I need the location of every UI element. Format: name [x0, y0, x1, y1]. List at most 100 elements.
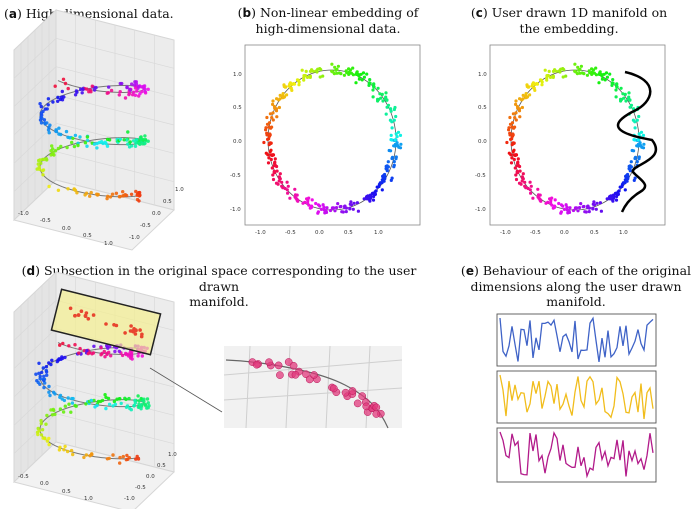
data-point: [63, 444, 67, 449]
embedding-point: [282, 84, 286, 89]
data-point: [71, 396, 75, 401]
embedding-point: [361, 71, 366, 75]
embedding-point: [302, 78, 306, 82]
tick-label: 0.0: [152, 211, 161, 217]
data-point: [124, 405, 129, 409]
data-point: [48, 393, 52, 398]
embedding-point: [305, 75, 310, 79]
data-point: [37, 361, 41, 365]
embedding-point: [297, 80, 301, 84]
embedding-point: [628, 98, 632, 102]
embedding-point: [280, 184, 284, 188]
embedding-point: [516, 160, 520, 164]
highlighted-point: [134, 328, 138, 332]
tick-label: 1.0: [478, 72, 487, 78]
embedding-point: [635, 144, 639, 148]
data-point: [146, 401, 150, 405]
embedding-point: [344, 69, 348, 73]
data-point: [126, 142, 130, 146]
embedding-point: [540, 83, 544, 87]
embedding-point: [518, 169, 522, 173]
embedding-point: [514, 102, 518, 106]
embedding-point: [273, 157, 277, 161]
data-point: [51, 390, 56, 394]
data-point: [85, 135, 90, 139]
embedding-point: [513, 125, 517, 129]
highlighted-point: [84, 311, 89, 315]
embedding-point: [528, 93, 532, 97]
embedding-point: [377, 184, 381, 189]
embedding-point: [352, 201, 356, 205]
embedding-point: [514, 153, 518, 157]
embedding-point: [561, 204, 565, 208]
panel-a-3d-axes: [13, 8, 175, 251]
embedding-point: [605, 197, 609, 201]
data-point: [70, 401, 75, 405]
data-point: [136, 457, 141, 461]
embedding-point: [392, 144, 396, 148]
data-point: [60, 356, 65, 361]
embedding-point: [316, 67, 320, 71]
data-point: [62, 95, 66, 99]
embedding-point: [286, 184, 290, 188]
embedding-point: [351, 66, 355, 70]
embedding-point: [628, 105, 632, 109]
embedding-point: [373, 192, 377, 197]
data-point: [136, 354, 140, 358]
embedding-point: [293, 187, 297, 191]
embedding-point: [591, 68, 596, 72]
embedding-point: [581, 205, 585, 209]
tick-label: 0.0: [560, 230, 569, 236]
zoom-point: [372, 403, 381, 412]
data-point: [59, 144, 63, 149]
embedding-point: [362, 75, 366, 79]
panel-c-ticks: -1.0 -0.5 0.0 0.5 1.0 1.0 0.5 0.0 -0.5 -…: [475, 72, 628, 236]
embedding-point: [294, 196, 298, 200]
embedding-point: [309, 205, 314, 209]
embedding-point: [295, 78, 300, 82]
embedding-point: [576, 65, 580, 69]
embedding-point: [637, 157, 641, 161]
data-point: [105, 196, 109, 201]
embedding-point: [268, 132, 272, 136]
embedding-point: [356, 209, 360, 213]
data-point: [137, 399, 141, 403]
tick-label: 0.5: [478, 105, 487, 111]
embedding-point: [561, 75, 565, 79]
data-point: [125, 453, 129, 458]
highlight-points: [68, 306, 144, 339]
embedding-point: [617, 189, 621, 193]
data-point: [51, 151, 55, 155]
user-drawn-manifold-curve: [616, 70, 657, 213]
data-point: [128, 87, 132, 92]
data-point: [126, 352, 130, 356]
embedding-point: [585, 73, 590, 77]
embedding-point: [578, 67, 582, 71]
data-point: [139, 403, 143, 408]
embedding-point: [371, 95, 375, 99]
embedding-point: [347, 72, 351, 76]
data-point: [73, 133, 78, 138]
highlighted-point: [114, 323, 119, 328]
data-point: [109, 88, 114, 93]
data-point: [73, 93, 78, 97]
data-point: [106, 396, 111, 401]
embedding-point: [265, 131, 269, 135]
zoom-point: [341, 388, 350, 397]
embedding-point: [389, 107, 393, 111]
caption-c: (c) User drawn 1D manifold on the embedd…: [470, 5, 668, 36]
embedding-point: [343, 206, 347, 210]
embedding-point: [270, 166, 274, 170]
embedding-point: [382, 179, 386, 183]
tick-label: -0.5: [140, 223, 151, 229]
data-point: [142, 84, 147, 88]
data-point: [83, 141, 88, 145]
embedding-point: [271, 99, 275, 103]
data-point: [92, 344, 96, 348]
embedding-point: [594, 207, 598, 211]
embedding-point: [524, 92, 528, 96]
data-point: [37, 429, 41, 433]
embedding-point: [264, 151, 268, 155]
data-point: [104, 141, 108, 146]
embedding-point: [514, 118, 518, 122]
